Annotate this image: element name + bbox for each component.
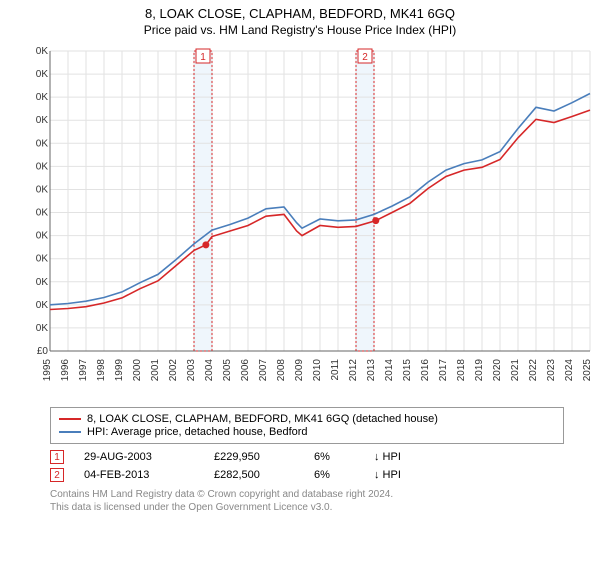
legend-label: 8, LOAK CLOSE, CLAPHAM, BEDFORD, MK41 6G… xyxy=(87,413,438,425)
svg-text:2014: 2014 xyxy=(384,359,395,382)
transaction-delta: 6% xyxy=(314,469,354,481)
svg-text:2002: 2002 xyxy=(168,359,179,382)
svg-text:2024: 2024 xyxy=(564,359,575,382)
transaction-badge: 1 xyxy=(50,450,64,464)
transaction-date: 29-AUG-2003 xyxy=(84,451,194,463)
svg-text:2015: 2015 xyxy=(402,359,413,382)
transaction-direction: ↓ HPI xyxy=(374,451,424,463)
svg-text:2000: 2000 xyxy=(132,359,143,382)
svg-text:£100K: £100K xyxy=(36,300,48,311)
svg-text:£500K: £500K xyxy=(36,115,48,126)
svg-text:1997: 1997 xyxy=(78,359,89,382)
svg-text:£0: £0 xyxy=(37,346,49,357)
svg-text:£600K: £600K xyxy=(36,69,48,80)
chart-svg: £0 £50K £100K £150K £200K £250K £300K £350K £400… xyxy=(36,41,596,401)
svg-text:2007: 2007 xyxy=(258,359,269,382)
transaction-price: £282,500 xyxy=(214,469,294,481)
transaction-table: 1 29-AUG-2003 £229,950 6% ↓ HPI 2 04-FEB… xyxy=(50,448,564,484)
legend-item: HPI: Average price, detached house, Bedf… xyxy=(59,426,555,438)
legend-swatch xyxy=(59,418,81,420)
svg-text:2004: 2004 xyxy=(204,359,215,382)
svg-text:2016: 2016 xyxy=(420,359,431,382)
svg-text:2011: 2011 xyxy=(330,359,341,381)
legend: 8, LOAK CLOSE, CLAPHAM, BEDFORD, MK41 6G… xyxy=(50,407,564,444)
transaction-direction: ↓ HPI xyxy=(374,469,424,481)
svg-text:2008: 2008 xyxy=(276,359,287,382)
svg-text:£50K: £50K xyxy=(36,323,48,334)
page-subtitle: Price paid vs. HM Land Registry's House … xyxy=(0,23,600,37)
svg-text:2023: 2023 xyxy=(546,359,557,382)
svg-text:1998: 1998 xyxy=(96,359,107,382)
transaction-row: 2 04-FEB-2013 £282,500 6% ↓ HPI xyxy=(50,466,564,484)
svg-text:£450K: £450K xyxy=(36,138,48,149)
svg-text:£200K: £200K xyxy=(36,254,48,265)
svg-text:2017: 2017 xyxy=(438,359,449,382)
svg-text:1: 1 xyxy=(200,52,206,63)
transaction-delta: 6% xyxy=(314,451,354,463)
svg-text:1999: 1999 xyxy=(114,359,125,382)
page-title: 8, LOAK CLOSE, CLAPHAM, BEDFORD, MK41 6G… xyxy=(0,6,600,21)
legend-swatch xyxy=(59,431,81,433)
transaction-badge: 2 xyxy=(50,468,64,482)
svg-text:2020: 2020 xyxy=(492,359,503,382)
svg-text:£300K: £300K xyxy=(36,208,48,219)
svg-text:2010: 2010 xyxy=(312,359,323,382)
svg-text:£650K: £650K xyxy=(36,46,48,57)
svg-text:£150K: £150K xyxy=(36,277,48,288)
svg-text:2013: 2013 xyxy=(366,359,377,382)
svg-text:2: 2 xyxy=(362,52,368,63)
svg-text:2018: 2018 xyxy=(456,359,467,382)
svg-text:2003: 2003 xyxy=(186,359,197,382)
svg-text:£400K: £400K xyxy=(36,161,48,172)
legend-item: 8, LOAK CLOSE, CLAPHAM, BEDFORD, MK41 6G… xyxy=(59,413,555,425)
footnote-line: Contains HM Land Registry data © Crown c… xyxy=(50,488,564,501)
svg-text:2025: 2025 xyxy=(582,359,593,382)
svg-text:£350K: £350K xyxy=(36,184,48,195)
svg-text:1996: 1996 xyxy=(60,359,71,382)
svg-text:2019: 2019 xyxy=(474,359,485,382)
footnote-line: This data is licensed under the Open Gov… xyxy=(50,501,564,514)
svg-text:2022: 2022 xyxy=(528,359,539,382)
transaction-price: £229,950 xyxy=(214,451,294,463)
svg-text:2001: 2001 xyxy=(150,359,161,382)
svg-text:1995: 1995 xyxy=(42,359,53,382)
svg-text:2006: 2006 xyxy=(240,359,251,382)
svg-text:2005: 2005 xyxy=(222,359,233,382)
svg-text:£550K: £550K xyxy=(36,92,48,103)
footnote: Contains HM Land Registry data © Crown c… xyxy=(50,488,564,514)
svg-text:2021: 2021 xyxy=(510,359,521,382)
transaction-date: 04-FEB-2013 xyxy=(84,469,194,481)
legend-label: HPI: Average price, detached house, Bedf… xyxy=(87,426,308,438)
transaction-row: 1 29-AUG-2003 £229,950 6% ↓ HPI xyxy=(50,448,564,466)
svg-text:£250K: £250K xyxy=(36,231,48,242)
svg-text:2009: 2009 xyxy=(294,359,305,382)
svg-text:2012: 2012 xyxy=(348,359,359,382)
price-chart: £0 £50K £100K £150K £200K £250K £300K £350K £400… xyxy=(36,41,596,401)
